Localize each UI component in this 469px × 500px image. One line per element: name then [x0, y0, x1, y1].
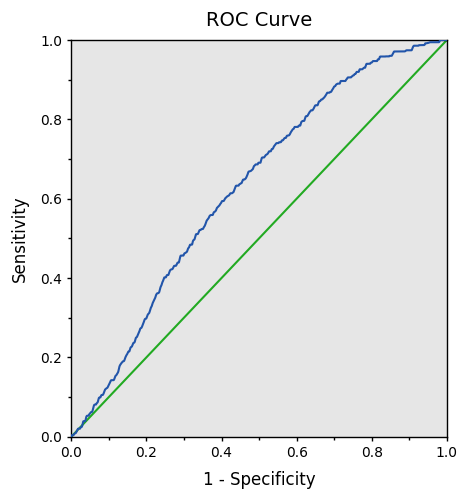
- Title: ROC Curve: ROC Curve: [206, 11, 312, 30]
- X-axis label: 1 - Specificity: 1 - Specificity: [203, 471, 315, 489]
- Y-axis label: Sensitivity: Sensitivity: [11, 195, 29, 282]
